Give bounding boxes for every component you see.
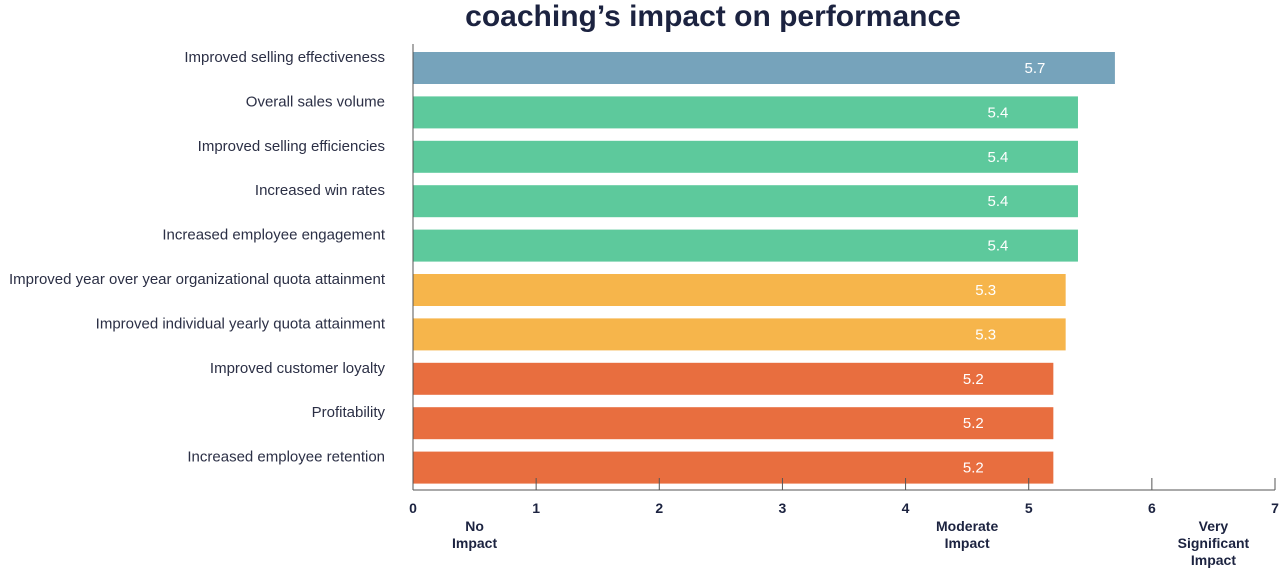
category-label-3: Increased win rates — [255, 182, 385, 199]
category-label-1: Overall sales volume — [246, 93, 385, 110]
bar-1 — [413, 96, 1078, 129]
category-label-2: Improved selling efficiencies — [198, 138, 385, 155]
value-label-1: 5.4 — [988, 104, 1009, 121]
bar-8 — [413, 407, 1054, 440]
bar-3 — [413, 185, 1078, 218]
x-tick-label-6: 6 — [1148, 500, 1156, 516]
chart-title: coaching’s impact on performance — [465, 0, 961, 33]
bar-0 — [413, 52, 1115, 84]
category-label-9: Increased employee retention — [187, 449, 385, 466]
bar-2 — [413, 140, 1078, 173]
category-label-8: Profitability — [312, 404, 386, 421]
value-label-8: 5.2 — [963, 415, 984, 432]
axis-annotation-1-line-1: Impact — [945, 535, 990, 551]
x-tick-label-5: 5 — [1025, 500, 1033, 516]
bar-4 — [413, 229, 1078, 262]
value-label-9: 5.2 — [963, 460, 984, 477]
category-label-4: Increased employee engagement — [162, 227, 385, 244]
axis-annotation-0-line-1: Impact — [452, 535, 497, 551]
x-tick-label-1: 1 — [532, 500, 540, 516]
x-tick-label-3: 3 — [779, 500, 787, 516]
value-label-6: 5.3 — [975, 326, 996, 343]
x-tick-label-2: 2 — [655, 500, 663, 516]
category-label-6: Improved individual yearly quota attainm… — [96, 315, 386, 332]
value-label-5: 5.3 — [975, 282, 996, 299]
category-label-0: Improved selling effectiveness — [184, 49, 385, 66]
axis-annotation-1-line-0: Moderate — [936, 518, 998, 534]
bar-9 — [413, 451, 1054, 484]
axis-annotation-2-line-1: Significant — [1178, 535, 1250, 551]
axis-annotation-2-line-0: Very — [1199, 518, 1229, 534]
x-tick-label-7: 7 — [1271, 500, 1279, 516]
value-label-0: 5.7 — [1024, 60, 1045, 77]
x-tick-label-4: 4 — [902, 500, 910, 516]
value-label-3: 5.4 — [988, 193, 1009, 210]
bar-6 — [413, 318, 1066, 351]
axis-annotation-0-line-0: No — [465, 518, 484, 534]
category-label-5: Improved year over year organizational q… — [9, 271, 386, 288]
axis-annotation-2-line-2: Impact — [1191, 552, 1236, 568]
value-label-7: 5.2 — [963, 371, 984, 388]
x-tick-label-0: 0 — [409, 500, 417, 516]
bar-5 — [413, 274, 1066, 306]
category-label-7: Improved customer loyalty — [210, 360, 386, 377]
value-label-4: 5.4 — [988, 238, 1009, 255]
bar-7 — [413, 362, 1054, 395]
value-label-2: 5.4 — [988, 149, 1009, 166]
